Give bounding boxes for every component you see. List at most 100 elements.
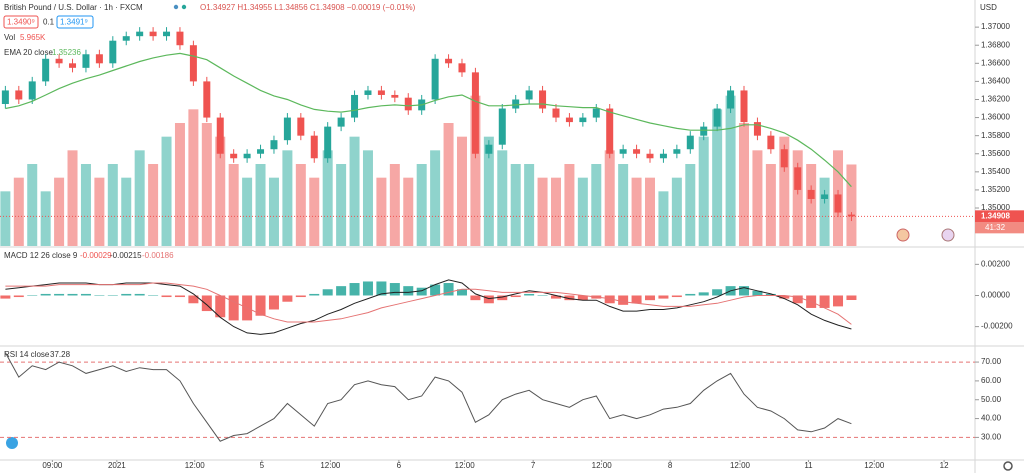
volume-bar xyxy=(121,177,132,246)
candle-body xyxy=(351,94,359,118)
y-tick-label: 0.00000 xyxy=(981,291,1010,300)
volume-bar xyxy=(80,164,91,246)
volume-bar xyxy=(107,164,118,246)
candle-body xyxy=(673,149,681,154)
event-flag xyxy=(941,228,955,242)
candle-body xyxy=(727,90,735,109)
macd-histogram-bar xyxy=(631,295,642,304)
volume-bar xyxy=(255,164,266,246)
candle-body xyxy=(579,117,587,123)
logo[interactable] xyxy=(6,437,18,449)
y-tick-label: 30.00 xyxy=(981,433,1002,442)
macd-histogram-bar xyxy=(510,295,521,298)
x-tick-label: 12:00 xyxy=(185,461,206,470)
volume-bar xyxy=(483,136,494,246)
macd-histogram-bar xyxy=(54,293,65,296)
countdown-tag xyxy=(975,222,1024,234)
logo-icon xyxy=(6,437,18,449)
candle-body xyxy=(136,31,144,37)
volume-bar xyxy=(67,150,78,246)
macd-histogram-bar xyxy=(80,293,91,296)
macd-histogram-bar xyxy=(846,295,857,301)
macd-hist-value: -0.00029 xyxy=(80,251,112,260)
x-tick-label: 7 xyxy=(531,461,536,470)
candle-body xyxy=(230,153,238,159)
countdown: 41:32 xyxy=(985,223,1006,232)
x-tick-label: 12:00 xyxy=(592,461,613,470)
macd-histogram-bar xyxy=(201,295,212,312)
volume-bar xyxy=(846,164,857,246)
candle-body xyxy=(1,90,9,105)
settings-icon[interactable] xyxy=(1003,461,1013,471)
volume-bar xyxy=(376,177,387,246)
ask: 1.3491⁹ xyxy=(60,18,88,27)
macd-histogram-bar xyxy=(658,295,669,299)
macd-histogram-bar xyxy=(309,293,320,296)
symbol-title: British Pound / U.S. Dollar · 1h · FXCM xyxy=(4,3,143,12)
macd-histogram-bar xyxy=(67,293,78,296)
macd-histogram-bar xyxy=(376,281,387,296)
candle-body xyxy=(42,58,50,82)
macd-histogram-bar xyxy=(0,295,11,299)
volume-bar xyxy=(806,164,817,246)
macd-histogram-bar xyxy=(497,295,508,301)
ask-box[interactable] xyxy=(56,15,94,29)
macd-histogram-bar xyxy=(604,295,615,304)
volume-bar xyxy=(510,164,521,246)
candle-body xyxy=(28,81,36,100)
y-tick-label: 1.35200 xyxy=(981,185,1010,194)
macd-line xyxy=(5,279,852,335)
signal-line xyxy=(5,282,852,325)
macd-histogram-bar xyxy=(161,295,172,298)
macd-signal-value: -0.00186 xyxy=(142,251,174,260)
candle-body xyxy=(633,149,641,154)
macd-histogram-bar xyxy=(403,286,414,296)
candle-body xyxy=(431,58,439,100)
macd-histogram-bar xyxy=(148,295,159,296)
candle-body xyxy=(69,63,77,68)
macd-histogram-bar xyxy=(349,283,360,296)
volume-bar xyxy=(752,150,763,246)
rsi-legend: RSI 14 close xyxy=(4,350,50,359)
y-tick-label: 1.36800 xyxy=(981,40,1010,49)
y-tick-label: 0.00200 xyxy=(981,259,1010,268)
volume-bar xyxy=(309,177,320,246)
x-tick-label: 12:00 xyxy=(730,461,751,470)
dot xyxy=(173,4,179,10)
candle-body xyxy=(324,126,332,159)
event-icons[interactable] xyxy=(896,228,955,242)
volume-bar xyxy=(685,164,696,246)
volume-bar xyxy=(416,164,427,246)
candle-body xyxy=(95,54,103,64)
volume-bar xyxy=(40,191,51,246)
candle-body xyxy=(404,97,412,111)
macd-histogram-bar xyxy=(188,295,199,304)
macd-histogram-bar xyxy=(282,295,293,302)
macd-histogram-bar xyxy=(470,295,481,301)
candle-body xyxy=(619,149,627,154)
volume-bar xyxy=(470,95,481,247)
volume-bar xyxy=(698,136,709,246)
volume-bar xyxy=(779,136,790,246)
bid-box[interactable] xyxy=(3,15,39,29)
y-tick-label: 70.00 xyxy=(981,357,1002,366)
macd-histogram-bar xyxy=(792,295,803,304)
volume-bar xyxy=(322,150,333,246)
event-flag xyxy=(896,228,910,242)
candle-body xyxy=(592,108,600,118)
volume-bar xyxy=(54,177,65,246)
x-tick-label: 09:00 xyxy=(42,461,63,470)
macd-histogram-bar xyxy=(94,295,105,296)
volume-bar xyxy=(550,177,561,246)
macd-histogram-bar xyxy=(765,293,776,296)
volume-bar xyxy=(537,177,548,246)
macd-histogram-bar xyxy=(779,295,790,299)
candle-body xyxy=(794,167,802,190)
x-tick-label: 6 xyxy=(397,461,402,470)
y-tick-label: 40.00 xyxy=(981,414,1002,423)
volume-legend-value: 5.965K xyxy=(20,33,46,42)
candle-body xyxy=(445,58,453,64)
macd-histogram-bar xyxy=(550,295,561,299)
y-tick-label: 1.36400 xyxy=(981,77,1010,86)
